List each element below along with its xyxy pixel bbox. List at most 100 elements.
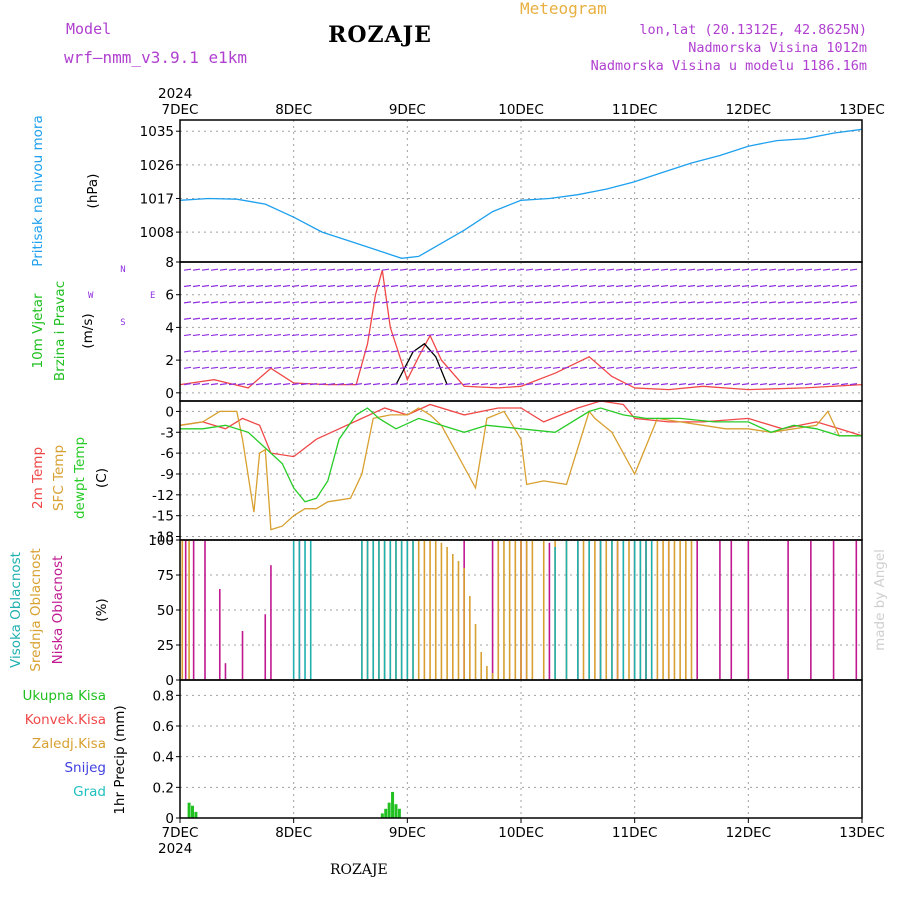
wind-arrow [318,333,327,337]
wind-arrow [498,301,507,304]
wind-arrow [264,284,273,288]
x-tick-label-top: 12DEC [726,102,772,118]
wind-arrow [399,333,408,337]
wind-arrow [228,284,237,288]
panel-temperature [176,400,863,541]
wind-arrow [543,301,552,304]
wind-arrow [786,317,795,320]
wind-arrow [327,350,336,353]
wind-arrow [183,284,192,288]
wind-arrow [183,301,192,304]
wind-arrow [246,350,255,353]
wind-arrow [705,333,714,337]
wind-arrow [318,383,327,386]
wind-arrow [525,284,534,288]
wind-arrow [210,301,219,304]
wind-arrow [300,284,309,288]
wind-arrow [264,301,273,304]
wind-arrow [705,317,714,320]
wind-arrow [192,350,201,353]
wind-arrow [462,350,471,353]
wind-arrow [444,301,453,304]
wind-arrow [723,301,732,304]
wind-arrow [813,350,822,353]
x-tick-label-top: 13DEC [839,102,885,118]
wind-arrow [696,333,705,337]
wind-arrow [777,383,786,386]
wind-arrow [795,317,804,320]
wind-arrow [795,383,804,386]
wind-arrow [660,301,669,304]
wind-arrow [579,333,588,337]
wind-arrow [750,284,759,288]
ylabel-temp2m: 2m Temp [30,447,46,509]
wind-arrow [381,301,390,304]
y-tick-label: -18 [152,530,174,546]
wind-arrow [408,333,417,337]
wind-arrow [642,383,651,386]
wind-arrow [363,284,372,288]
wind-arrow [597,284,606,288]
wind-arrow [264,333,273,337]
wind-arrow [849,317,858,320]
wind-arrow [687,333,696,337]
wind-arrow [579,268,588,271]
wind-arrow [732,284,741,288]
wind-arrow [507,284,516,288]
wind-arrow [408,268,417,271]
wind-arrow [615,383,624,386]
wind-arrow [723,317,732,320]
wind-arrow [264,366,273,369]
wind-arrow [705,301,714,304]
wind-arrow [228,268,237,271]
ylabel-low-cloud: Niska Oblacnost [50,556,66,665]
wind-arrow [633,366,642,369]
wind-arrow [813,366,822,369]
wind-arrow [228,317,237,320]
wind-arrow [453,333,462,337]
wind-arrow [435,383,444,386]
wind-arrow [480,284,489,288]
panel-pressure [176,119,863,263]
wind-arrow [606,383,615,386]
y-tick-label: 0 [165,404,174,420]
wind-arrow [642,301,651,304]
wind-arrow [201,350,210,353]
wind-arrow [660,317,669,320]
wind-arrow [624,317,633,320]
wind-arrow [390,301,399,304]
wind-arrow [723,284,732,288]
wind-arrow [714,333,723,337]
wind-arrow [336,350,345,353]
wind-arrow [642,366,651,369]
wind-arrow [255,366,264,369]
y-tick-label: 0.8 [153,688,174,704]
wind-arrow [219,317,228,320]
wind-arrow [201,301,210,304]
wind-arrow [615,333,624,337]
wind-arrow [651,268,660,271]
wind-arrow [300,333,309,337]
wind-arrow [822,317,831,320]
wind-arrow [435,301,444,304]
wind-arrow [552,317,561,320]
wind-arrow [786,268,795,271]
y-tick-label: -15 [152,509,174,525]
wind-arrow [336,301,345,304]
wind-arrow [345,284,354,288]
y-tick-label: -6 [161,446,174,462]
wind-arrow [750,366,759,369]
wind-arrow [714,301,723,304]
wind-arrow [687,383,696,386]
wind-arrow [768,268,777,271]
wind-arrow [489,284,498,288]
y-tick-label: 8 [165,255,174,271]
wind-arrow [561,317,570,320]
wind-arrow [354,333,363,337]
wind-arrow [615,350,624,353]
wind-arrow [732,350,741,353]
wind-arrow [345,317,354,320]
wind-arrow [561,350,570,353]
wind-arrow [669,366,678,369]
wind-arrow [822,383,831,386]
